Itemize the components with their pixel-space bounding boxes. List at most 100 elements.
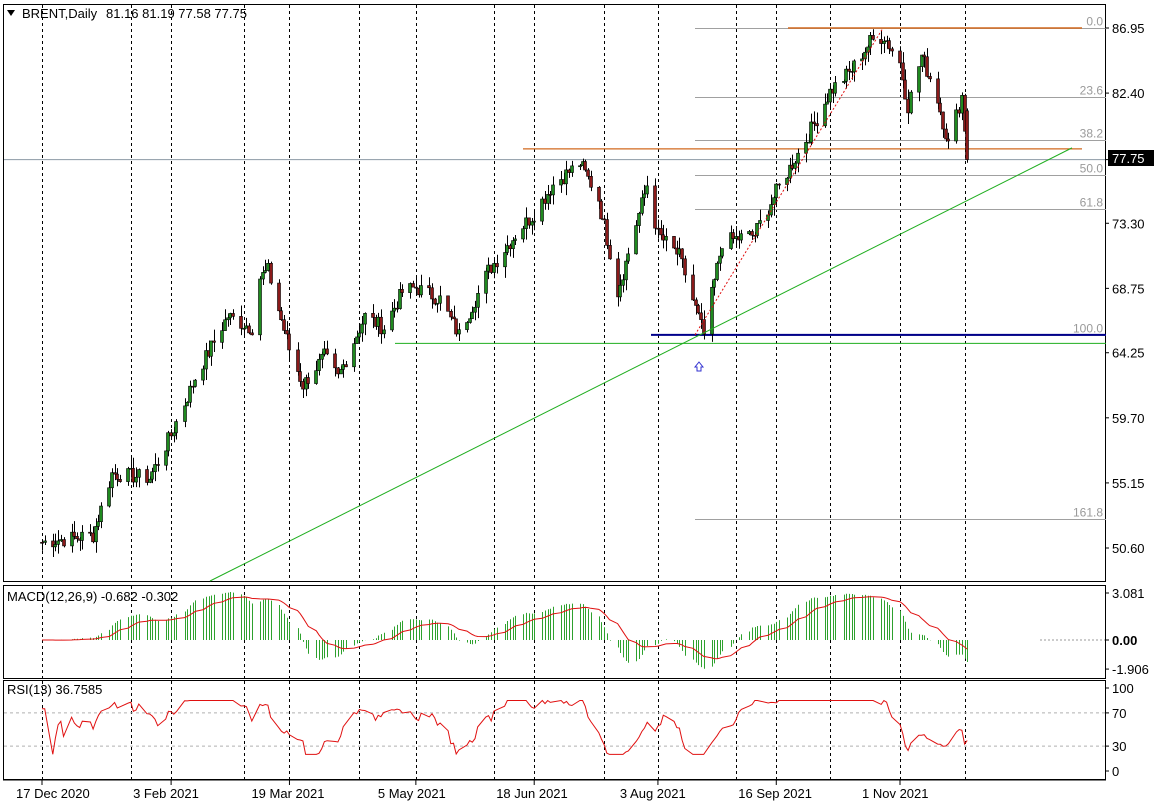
rsi-title: RSI(13) 36.7585 — [7, 682, 102, 697]
macd-pane-frame — [3, 585, 1106, 679]
candle-body — [903, 79, 907, 100]
candle-body — [279, 310, 283, 321]
candle-body — [718, 255, 722, 264]
candle-body — [174, 421, 178, 434]
candle-body — [624, 260, 628, 281]
candle-body — [320, 353, 324, 360]
candle-body — [570, 165, 574, 173]
macd-tick-label: -1.906 — [1112, 662, 1149, 677]
candle-body — [352, 343, 356, 368]
candle-body — [470, 311, 474, 320]
candle-body — [398, 289, 402, 309]
candle-body — [729, 232, 733, 249]
candle-body — [261, 272, 265, 280]
candle-body — [266, 263, 270, 271]
macd-signal-line — [42, 596, 968, 660]
candle-body — [898, 50, 902, 64]
candle-body — [395, 307, 399, 310]
candle-body — [863, 51, 867, 60]
candle-body — [62, 539, 66, 547]
candle-body — [661, 234, 665, 241]
candle-body — [621, 279, 625, 286]
candle-body — [960, 95, 964, 114]
candle-body — [680, 248, 684, 260]
time-label: 1 Nov 2021 — [862, 786, 929, 801]
candle-body — [890, 48, 894, 52]
candle-body — [282, 319, 286, 331]
candle-body — [148, 478, 152, 483]
candle-body — [815, 123, 819, 127]
candle-body — [527, 217, 531, 226]
candle-body — [244, 325, 248, 329]
candle-body — [363, 313, 367, 325]
candle-body — [80, 531, 84, 541]
candle-body — [172, 432, 176, 437]
candle-body — [137, 469, 141, 478]
candle-body — [118, 479, 122, 482]
candle-body — [548, 194, 552, 196]
candle-body — [731, 232, 735, 239]
candle-body — [882, 40, 886, 44]
candle-body — [131, 468, 135, 483]
candle-body — [772, 197, 776, 205]
candle-body — [341, 364, 345, 370]
candle-body — [532, 220, 536, 223]
candle-body — [747, 231, 751, 235]
candle-body — [107, 487, 111, 507]
candle-body — [901, 62, 905, 81]
candle-body — [226, 317, 230, 321]
candle-body — [91, 532, 95, 543]
candle-body — [866, 46, 870, 53]
candle-body — [750, 231, 754, 236]
candle-body — [734, 236, 738, 239]
candle-body — [134, 476, 138, 483]
candle-body — [530, 221, 534, 226]
time-label: 16 Sep 2021 — [738, 786, 812, 801]
candle-body — [511, 240, 515, 250]
candle-body — [400, 289, 404, 293]
candle-body — [758, 220, 762, 224]
horizontal-levels[interactable] — [4, 27, 1106, 344]
candle-body — [269, 263, 273, 284]
candle-body — [720, 248, 724, 257]
candle-body — [920, 54, 924, 67]
fib-level-label: 100.0 — [1073, 322, 1103, 336]
candle-body — [957, 109, 961, 114]
fib-level-label: 0.0 — [1086, 15, 1103, 29]
price-label: 64.25 — [1112, 346, 1145, 361]
candle-body — [473, 306, 477, 313]
candle-body — [677, 248, 681, 255]
candle-body — [126, 468, 130, 482]
candle-body — [909, 91, 913, 114]
candle-body — [691, 274, 695, 301]
candle-body — [433, 298, 437, 305]
candle-body — [153, 464, 157, 473]
candle-body — [712, 279, 716, 288]
candle-body — [715, 262, 719, 280]
candle-body — [371, 313, 375, 318]
candle-body — [298, 371, 302, 382]
candle-body — [438, 295, 442, 304]
candle-body — [645, 185, 649, 195]
candle-body — [710, 286, 714, 335]
candle-body — [618, 284, 622, 298]
candle-body — [357, 332, 361, 338]
time-label: 5 May 2021 — [378, 786, 446, 801]
candle-body — [344, 364, 348, 368]
candle-body — [769, 204, 773, 216]
candle-body — [325, 348, 329, 355]
price-label: 73.30 — [1112, 216, 1145, 231]
candle-body — [634, 225, 638, 255]
rsi-tick-label: 70 — [1112, 706, 1126, 721]
candle-body — [454, 318, 458, 335]
candle-body — [928, 76, 932, 80]
menu-triangle-icon[interactable] — [7, 10, 15, 16]
candle-body — [317, 358, 321, 371]
price-axis: 86.95 82.40 73.30 68.75 64.25 59.70 55.15 50.60 — [1105, 21, 1145, 556]
trend-drawings[interactable] — [209, 27, 1073, 582]
time-axis: 17 Dec 2020 3 Feb 2021 19 Mar 2021 5 May 20… — [16, 780, 929, 801]
candle-body — [242, 327, 246, 330]
candle-body — [524, 217, 528, 230]
candle-body — [40, 541, 44, 544]
